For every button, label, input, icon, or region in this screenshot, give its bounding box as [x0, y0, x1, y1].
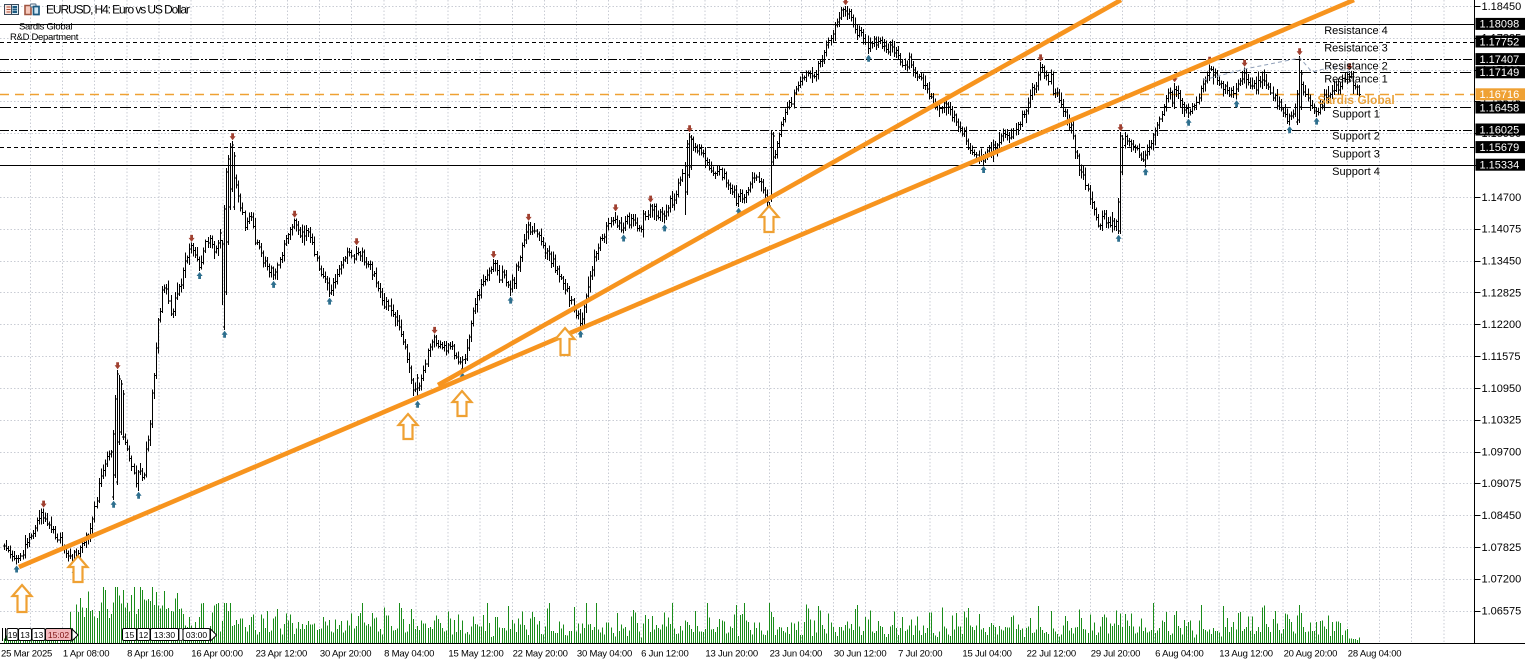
- svg-text:1.16458: 1.16458: [1480, 102, 1520, 114]
- svg-text:29 Jul 20:00: 29 Jul 20:00: [1091, 649, 1140, 660]
- svg-text:1.12200: 1.12200: [1482, 319, 1522, 331]
- svg-text:1.09700: 1.09700: [1482, 446, 1522, 458]
- svg-text:Resistance 2: Resistance 2: [1324, 60, 1388, 72]
- svg-text:EURUSD, H4: Euro vs US Dollar: EURUSD, H4: Euro vs US Dollar: [46, 3, 190, 17]
- svg-text:1.14075: 1.14075: [1482, 224, 1522, 236]
- svg-text:Support 3: Support 3: [1332, 148, 1380, 160]
- svg-text:1 Apr 08:00: 1 Apr 08:00: [63, 649, 109, 660]
- svg-text:15 May 12:00: 15 May 12:00: [448, 649, 503, 660]
- svg-text:1.18450: 1.18450: [1482, 1, 1522, 13]
- svg-text:1.12825: 1.12825: [1482, 287, 1522, 299]
- svg-text:Sardis Global: Sardis Global: [1317, 93, 1394, 107]
- svg-text:1.10950: 1.10950: [1482, 383, 1522, 395]
- svg-text:1.07825: 1.07825: [1482, 542, 1522, 554]
- svg-text:7 Jul 20:00: 7 Jul 20:00: [898, 649, 942, 660]
- svg-text:8 Apr 16:00: 8 Apr 16:00: [127, 649, 173, 660]
- svg-text:23 Apr 12:00: 23 Apr 12:00: [256, 649, 307, 660]
- svg-text:13: 13: [34, 630, 44, 640]
- svg-text:22 May 20:00: 22 May 20:00: [513, 649, 568, 660]
- svg-text:1.18098: 1.18098: [1480, 19, 1520, 31]
- svg-text:Resistance 3: Resistance 3: [1324, 43, 1388, 55]
- svg-text:1.15334: 1.15334: [1480, 160, 1520, 172]
- svg-text:1.16716: 1.16716: [1480, 89, 1520, 101]
- svg-text:Resistance 1: Resistance 1: [1324, 74, 1388, 86]
- svg-text:15:02: 15:02: [48, 630, 70, 640]
- svg-text:25 Mar 2025: 25 Mar 2025: [1, 649, 52, 660]
- svg-text:20 Aug 20:00: 20 Aug 20:00: [1284, 649, 1338, 660]
- svg-text:19: 19: [8, 630, 18, 640]
- svg-text:30 Jun 12:00: 30 Jun 12:00: [834, 649, 887, 660]
- svg-text:1.17407: 1.17407: [1480, 54, 1520, 66]
- svg-text:Support 2: Support 2: [1332, 131, 1380, 143]
- svg-text:13: 13: [20, 630, 30, 640]
- svg-text:03:00: 03:00: [186, 630, 208, 640]
- svg-text:1.13450: 1.13450: [1482, 255, 1522, 267]
- svg-text:13:30: 13:30: [154, 630, 176, 640]
- svg-text:16 Apr 00:00: 16 Apr 00:00: [191, 649, 242, 660]
- svg-text:1.10325: 1.10325: [1482, 415, 1522, 427]
- svg-text:Support 4: Support 4: [1332, 166, 1380, 178]
- svg-text:23 Jun 04:00: 23 Jun 04:00: [770, 649, 823, 660]
- svg-text:8 May 04:00: 8 May 04:00: [384, 649, 434, 660]
- svg-text:22 Jul 12:00: 22 Jul 12:00: [1027, 649, 1076, 660]
- svg-text:Resistance 4: Resistance 4: [1324, 25, 1388, 37]
- svg-text:Sardis Global: Sardis Global: [19, 22, 72, 33]
- svg-text:1.07200: 1.07200: [1482, 574, 1522, 586]
- svg-text:6 Jun 12:00: 6 Jun 12:00: [641, 649, 688, 660]
- svg-text:1.09075: 1.09075: [1482, 478, 1522, 490]
- svg-text:15: 15: [125, 630, 135, 640]
- svg-text:13 Jun 20:00: 13 Jun 20:00: [705, 649, 758, 660]
- svg-text:R&D Department: R&D Department: [10, 32, 79, 43]
- svg-text:30 Apr 20:00: 30 Apr 20:00: [320, 649, 371, 660]
- svg-text:30 May 04:00: 30 May 04:00: [577, 649, 632, 660]
- svg-text:28 Aug 04:00: 28 Aug 04:00: [1348, 649, 1402, 660]
- svg-text:1.06575: 1.06575: [1482, 606, 1522, 618]
- svg-text:1.14700: 1.14700: [1482, 192, 1522, 204]
- svg-text:1.15679: 1.15679: [1480, 142, 1520, 154]
- svg-text:1.11575: 1.11575: [1482, 351, 1521, 363]
- svg-text:6 Aug 04:00: 6 Aug 04:00: [1155, 649, 1204, 660]
- svg-text:1.17149: 1.17149: [1480, 67, 1520, 79]
- svg-text:15 Jul 04:00: 15 Jul 04:00: [962, 649, 1011, 660]
- svg-text:Support 1: Support 1: [1332, 109, 1380, 121]
- svg-text:1.17752: 1.17752: [1480, 36, 1520, 48]
- svg-text:1.08450: 1.08450: [1482, 510, 1522, 522]
- svg-text:12: 12: [139, 630, 149, 640]
- svg-text:13 Aug 12:00: 13 Aug 12:00: [1219, 649, 1273, 660]
- svg-text:1.16025: 1.16025: [1480, 124, 1520, 136]
